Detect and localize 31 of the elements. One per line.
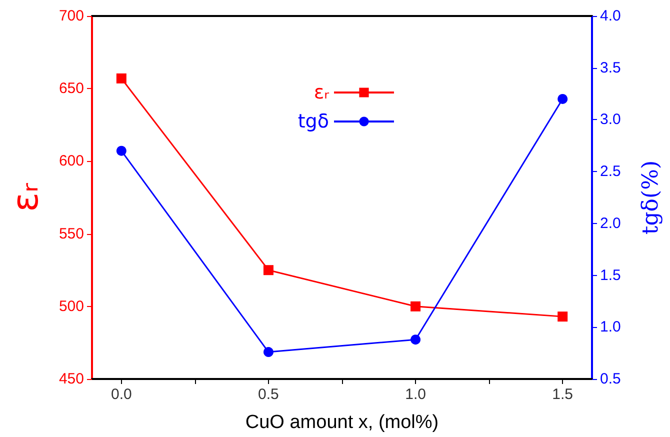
x-axis-title: CuO amount x, (mol%) [245,412,439,433]
y2-tick-label: 4.0 [600,8,621,24]
y2-tick-label: 3.5 [600,59,621,76]
x-tick-label: 1.0 [405,386,426,403]
y-tick-label: 700 [58,8,84,24]
point [263,347,274,358]
x-tick-label: 1.5 [552,386,574,403]
y2-tick-label: 3.0 [600,111,621,128]
point [410,334,421,345]
legend-label: εᵣ [314,82,330,104]
y-tick-label: 450 [58,370,84,388]
point [410,301,421,312]
point [116,146,126,156]
y-tick-label: 650 [58,80,84,98]
y-tick-label: 600 [58,152,84,170]
point [263,265,274,276]
y-axis-title: εᵣ [6,182,46,212]
point [558,94,568,104]
y-tick-label: 550 [58,225,84,242]
y2-tick-label: 2.0 [600,214,621,232]
y2-tick-label: 1.5 [600,266,621,284]
y2-tick-label: 0.5 [600,370,621,388]
x-tick-label: 0.0 [110,386,132,403]
legend-label: tgδ [298,110,329,132]
y2-axis-title: tgδ(%) [638,160,664,235]
point [116,73,126,84]
y2-tick-label: 1.0 [600,318,621,336]
x-tick-label: 0.5 [258,386,279,403]
point [558,312,568,322]
y2-tick-label: 2.5 [600,163,621,180]
y-tick-label: 500 [58,298,84,315]
